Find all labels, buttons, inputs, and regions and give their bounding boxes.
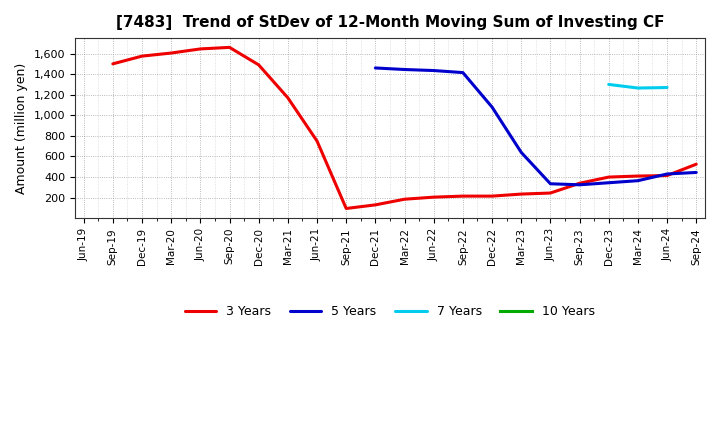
Title: [7483]  Trend of StDev of 12-Month Moving Sum of Investing CF: [7483] Trend of StDev of 12-Month Moving… [116, 15, 665, 30]
Y-axis label: Amount (million yen): Amount (million yen) [15, 62, 28, 194]
Legend: 3 Years, 5 Years, 7 Years, 10 Years: 3 Years, 5 Years, 7 Years, 10 Years [180, 300, 600, 323]
